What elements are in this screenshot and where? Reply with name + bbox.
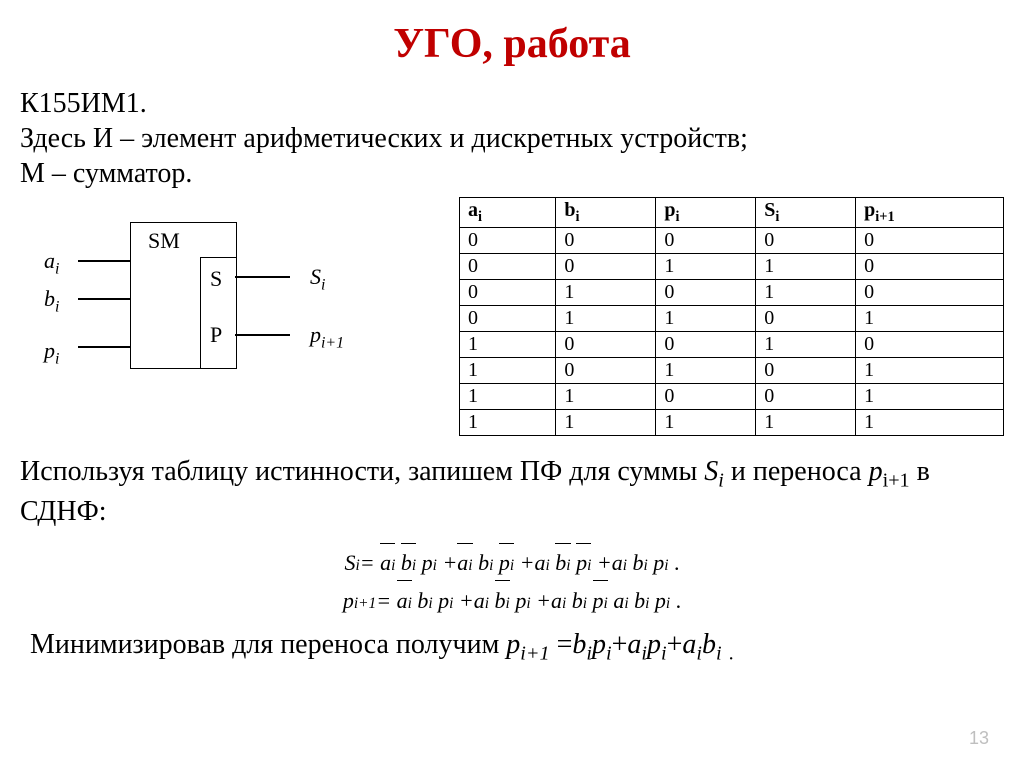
- table-cell: 0: [556, 254, 656, 280]
- table-cell: 1: [856, 358, 1004, 384]
- truth-table: aibipiSipi+1 000000011001010011011001010…: [459, 197, 1004, 436]
- table-cell: 0: [756, 228, 856, 254]
- table-header-row: aibipiSipi+1: [460, 198, 1004, 228]
- table-cell: 0: [460, 228, 556, 254]
- input-bi: bi: [44, 286, 59, 316]
- table-cell: 1: [556, 280, 656, 306]
- pin-p-label: P: [210, 322, 222, 348]
- table-cell: 0: [656, 280, 756, 306]
- table-cell: 1: [556, 410, 656, 436]
- table-cell: 0: [856, 254, 1004, 280]
- table-cell: 1: [756, 280, 856, 306]
- table-cell: 0: [460, 280, 556, 306]
- table-cell: 0: [756, 384, 856, 410]
- diagram-wrap: SM S P ai bi pi: [20, 197, 420, 382]
- table-row: 10010: [460, 332, 1004, 358]
- table-cell: 0: [856, 332, 1004, 358]
- input-pi: pi: [44, 338, 59, 368]
- page-title: УГО, работа: [20, 20, 1004, 68]
- table-cell: 1: [460, 384, 556, 410]
- para2-pre: Используя таблицу истинности, запишем ПФ…: [20, 456, 704, 487]
- table-cell: 1: [756, 332, 856, 358]
- wire-ai: [78, 260, 130, 262]
- table-row: 10101: [460, 358, 1004, 384]
- table-cell: 0: [656, 332, 756, 358]
- table-cell: 0: [556, 332, 656, 358]
- table-row: 11111: [460, 410, 1004, 436]
- table-cell: 0: [460, 254, 556, 280]
- table-cell: 0: [756, 358, 856, 384]
- table-cell: 0: [856, 280, 1004, 306]
- table-cell: 1: [756, 410, 856, 436]
- truth-table-wrap: aibipiSipi+1 000000011001010011011001010…: [420, 197, 1004, 436]
- table-body: 0000000110010100110110010101011100111111: [460, 228, 1004, 436]
- table-cell: 1: [856, 384, 1004, 410]
- table-header-cell: pi+1: [856, 198, 1004, 228]
- table-cell: 0: [656, 228, 756, 254]
- table-header-cell: Si: [756, 198, 856, 228]
- table-header-cell: bi: [556, 198, 656, 228]
- output-si: Si: [310, 264, 325, 294]
- formula-block: Si= ai bi pi +ai bi pi +ai bi pi +ai bi …: [20, 544, 1004, 619]
- pin-s-label: S: [210, 266, 222, 292]
- table-row: 01010: [460, 280, 1004, 306]
- mid-row: SM S P ai bi pi: [20, 197, 1004, 436]
- table-cell: 0: [556, 358, 656, 384]
- table-cell: 1: [656, 358, 756, 384]
- intro-line2: Здесь И – элемент арифметических и дискр…: [20, 123, 748, 154]
- table-header-cell: ai: [460, 198, 556, 228]
- table-cell: 1: [556, 384, 656, 410]
- table-cell: 1: [656, 306, 756, 332]
- input-ai: ai: [44, 248, 59, 278]
- table-cell: 0: [756, 306, 856, 332]
- page-number: 13: [969, 728, 989, 749]
- intro-line3: М – сумматор.: [20, 158, 192, 189]
- table-cell: 1: [756, 254, 856, 280]
- table-cell: 1: [856, 306, 1004, 332]
- sm-diagram: SM S P ai bi pi: [30, 222, 390, 382]
- formula-s: Si= ai bi pi +ai bi pi +ai bi pi +ai bi …: [20, 544, 1004, 581]
- table-cell: 0: [656, 384, 756, 410]
- table-cell: 0: [856, 228, 1004, 254]
- wire-si: [235, 276, 290, 278]
- table-cell: 1: [656, 410, 756, 436]
- table-cell: 1: [460, 358, 556, 384]
- table-row: 11001: [460, 384, 1004, 410]
- slide: { "title": { "text": "УГО, работа", "col…: [0, 0, 1024, 767]
- table-row: 00110: [460, 254, 1004, 280]
- wire-pi: [78, 346, 130, 348]
- table-cell: 0: [460, 306, 556, 332]
- table-cell: 1: [460, 410, 556, 436]
- para-min: Минимизировав для переноса получим pi+1 …: [20, 629, 1004, 666]
- table-cell: 1: [460, 332, 556, 358]
- output-pi1: pi+1: [310, 322, 344, 352]
- table-cell: 1: [556, 306, 656, 332]
- sm-label: SM: [148, 228, 180, 254]
- intro-line1: К155ИМ1.: [20, 88, 147, 119]
- intro-text: К155ИМ1. Здесь И – элемент арифметически…: [20, 86, 1004, 191]
- table-row: 01101: [460, 306, 1004, 332]
- formula-p: pi+1= ai bi pi +ai bi pi +ai bi pi ai bi…: [20, 582, 1004, 619]
- para-sdnf: Используя таблицу истинности, запишем ПФ…: [20, 454, 1004, 530]
- para2-mid: и переноса: [724, 456, 869, 487]
- wire-pi1: [235, 334, 290, 336]
- wire-bi: [78, 298, 130, 300]
- table-cell: 1: [856, 410, 1004, 436]
- table-cell: 0: [556, 228, 656, 254]
- table-cell: 1: [656, 254, 756, 280]
- table-row: 00000: [460, 228, 1004, 254]
- table-header-cell: pi: [656, 198, 756, 228]
